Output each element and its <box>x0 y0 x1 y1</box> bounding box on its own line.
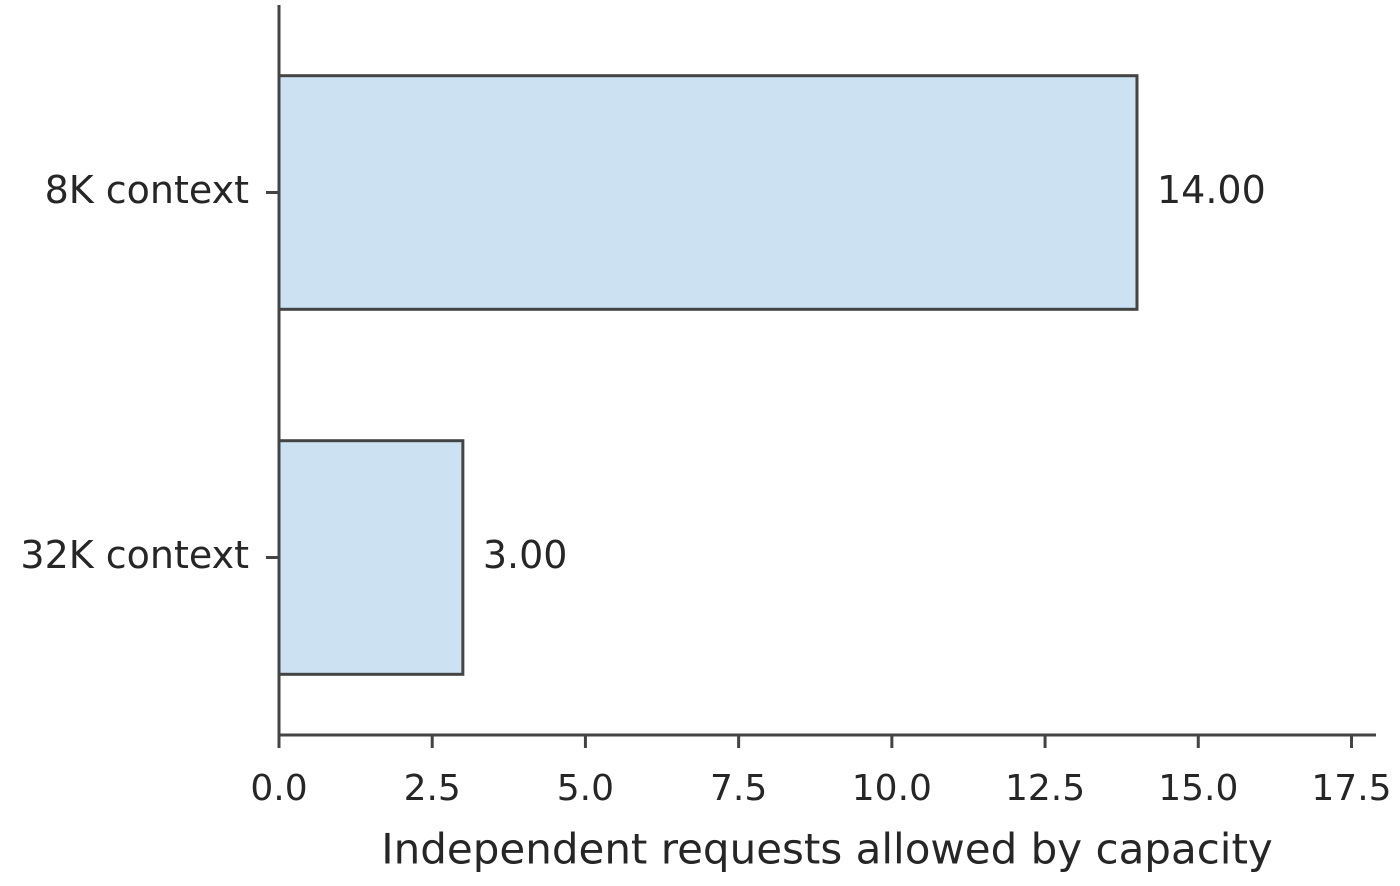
x-tick-label: 0.0 <box>250 768 307 809</box>
bar <box>277 439 465 676</box>
x-tick-label: 7.5 <box>710 768 767 809</box>
x-tick-label: 17.5 <box>1311 768 1391 809</box>
x-axis-label: Independent requests allowed by capacity <box>381 825 1273 874</box>
x-tick-label: 15.0 <box>1158 768 1238 809</box>
y-tick-label: 32K context <box>20 533 249 577</box>
x-tick-label: 12.5 <box>1005 768 1085 809</box>
y-tick-label: 8K context <box>45 168 249 212</box>
value-label: 3.00 <box>483 533 568 577</box>
bar <box>277 74 1139 311</box>
x-tick-label: 10.0 <box>852 768 932 809</box>
x-tick-label: 5.0 <box>557 768 614 809</box>
value-label: 14.00 <box>1157 168 1266 212</box>
x-tick-label: 2.5 <box>404 768 461 809</box>
